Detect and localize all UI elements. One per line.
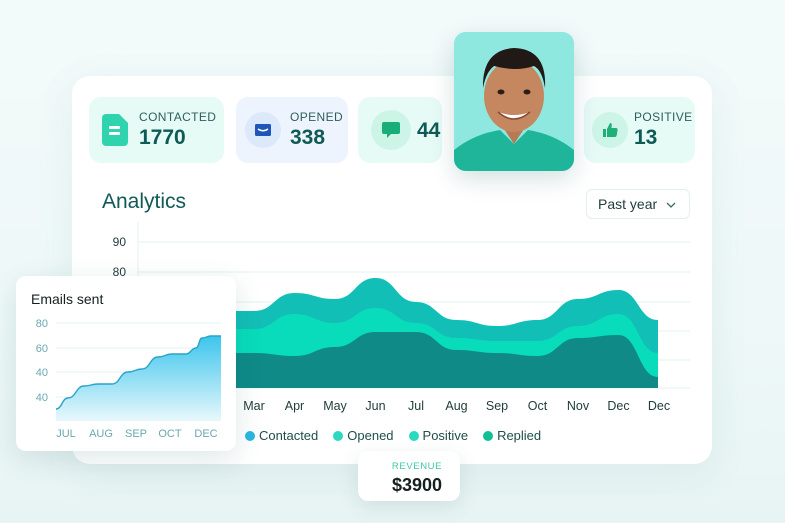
period-select[interactable]: Past year — [586, 189, 690, 219]
svg-text:DEC: DEC — [194, 428, 217, 440]
svg-text:SEP: SEP — [125, 428, 147, 440]
legend-dot-icon — [333, 430, 344, 441]
stat-value: 44 — [417, 119, 441, 142]
svg-text:Sep: Sep — [486, 399, 508, 413]
thumbs-up-icon — [592, 112, 628, 148]
period-select-value: Past year — [598, 196, 658, 212]
stat-card-positive[interactable]: POSITIVE 13 — [584, 97, 695, 163]
svg-text:Oct: Oct — [528, 399, 548, 413]
svg-text:80: 80 — [36, 318, 48, 330]
legend-item: Replied — [483, 428, 541, 443]
svg-text:40: 40 — [36, 392, 48, 404]
stat-label: POSITIVE — [634, 110, 693, 124]
legend-dot-icon — [245, 430, 255, 441]
stat-value: 1770 — [139, 126, 186, 149]
svg-text:60: 60 — [36, 343, 48, 355]
svg-text:40: 40 — [36, 367, 48, 379]
svg-text:May: May — [323, 399, 347, 413]
revenue-card: REVENUE $3900 — [358, 451, 460, 501]
svg-text:Nov: Nov — [567, 399, 590, 413]
svg-text:Dec: Dec — [648, 399, 670, 413]
document-icon — [102, 114, 128, 146]
svg-text:Aug: Aug — [445, 399, 467, 413]
stat-value: 338 — [290, 126, 326, 149]
stat-value: 13 — [634, 126, 658, 149]
svg-text:Mar: Mar — [243, 399, 265, 413]
legend-item: Opened — [333, 428, 394, 443]
revenue-value: $3900 — [391, 475, 443, 495]
stat-label: CONTACTED — [139, 110, 217, 124]
stat-card-opened[interactable]: OPENED 338 — [236, 97, 348, 163]
svg-text:80: 80 — [113, 265, 127, 279]
emails-sent-chart: 80 60 40 40 JUL AUG SEP OCT DEC — [36, 318, 221, 440]
svg-text:AUG: AUG — [89, 428, 113, 440]
emails-sent-title: Emails sent — [31, 291, 104, 307]
stat-label: OPENED — [290, 110, 344, 124]
stat-card-contacted[interactable]: CONTACTED 1770 — [89, 97, 224, 163]
avatar — [454, 32, 574, 171]
svg-text:Dec: Dec — [607, 399, 629, 413]
svg-text:OCT: OCT — [158, 428, 182, 440]
page-title: Analytics — [102, 190, 187, 213]
legend-label: Replied — [497, 428, 542, 443]
legend-label: Positive — [422, 428, 469, 443]
svg-text:Apr: Apr — [285, 399, 304, 413]
legend-dot-icon — [408, 430, 419, 441]
legend-dot-icon — [483, 430, 494, 441]
svg-text:Jun: Jun — [365, 399, 385, 413]
legend-label: Contacted — [259, 428, 319, 443]
svg-text:JUL: JUL — [56, 428, 76, 440]
svg-text:90: 90 — [113, 235, 127, 249]
revenue-label: REVENUE — [391, 461, 443, 472]
chart-legend: Contacted Opened Positive Replied — [245, 428, 541, 443]
legend-label: Opened — [347, 428, 394, 443]
stat-card-replied[interactable]: 44 — [358, 97, 442, 163]
chevron-down-icon — [665, 198, 677, 214]
legend-item: Positive — [408, 428, 469, 443]
envelope-icon — [245, 112, 281, 148]
emails-sent-card: Emails sent 80 60 40 40 JUL AUG SEP OCT DEC — [16, 276, 236, 451]
svg-text:Jul: Jul — [408, 399, 424, 413]
chat-bubble-icon — [371, 110, 411, 150]
legend-item: Contacted — [245, 428, 318, 443]
